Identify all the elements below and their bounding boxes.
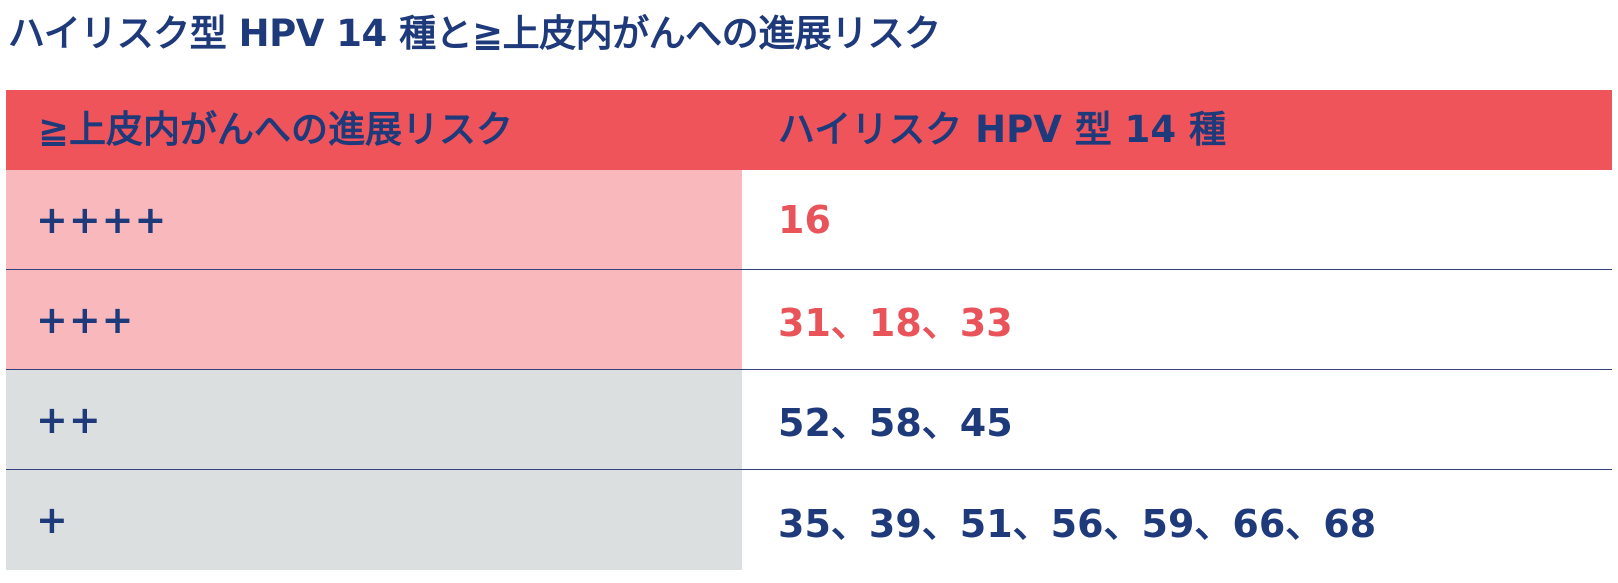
risk-cell: ++++	[6, 170, 742, 269]
header-risk: ≧上皮内がんへの進展リスク	[38, 108, 514, 151]
types-cell: 31、18、33	[742, 270, 1612, 369]
header-types: ハイリスク HPV 型 14 種	[778, 108, 1226, 151]
table-row: +++ 31、18、33	[6, 270, 1612, 370]
table-row: ++ 52、58、45	[6, 370, 1612, 470]
risk-cell: +	[6, 470, 742, 570]
table-row: + 35、39、51、56、59、66、68	[6, 470, 1612, 570]
types-cell: 35、39、51、56、59、66、68	[742, 470, 1612, 570]
page-title: ハイリスク型 HPV 14 種と≧上皮内がんへの進展リスク	[8, 12, 941, 55]
types-cell: 52、58、45	[742, 370, 1612, 469]
table-header: ≧上皮内がんへの進展リスク ハイリスク HPV 型 14 種	[6, 90, 1612, 170]
hpv-risk-table: ≧上皮内がんへの進展リスク ハイリスク HPV 型 14 種 ++++ 16 +…	[6, 90, 1612, 570]
table-row: ++++ 16	[6, 170, 1612, 270]
risk-cell: +++	[6, 270, 742, 369]
types-cell: 16	[742, 170, 1612, 269]
risk-cell: ++	[6, 370, 742, 469]
